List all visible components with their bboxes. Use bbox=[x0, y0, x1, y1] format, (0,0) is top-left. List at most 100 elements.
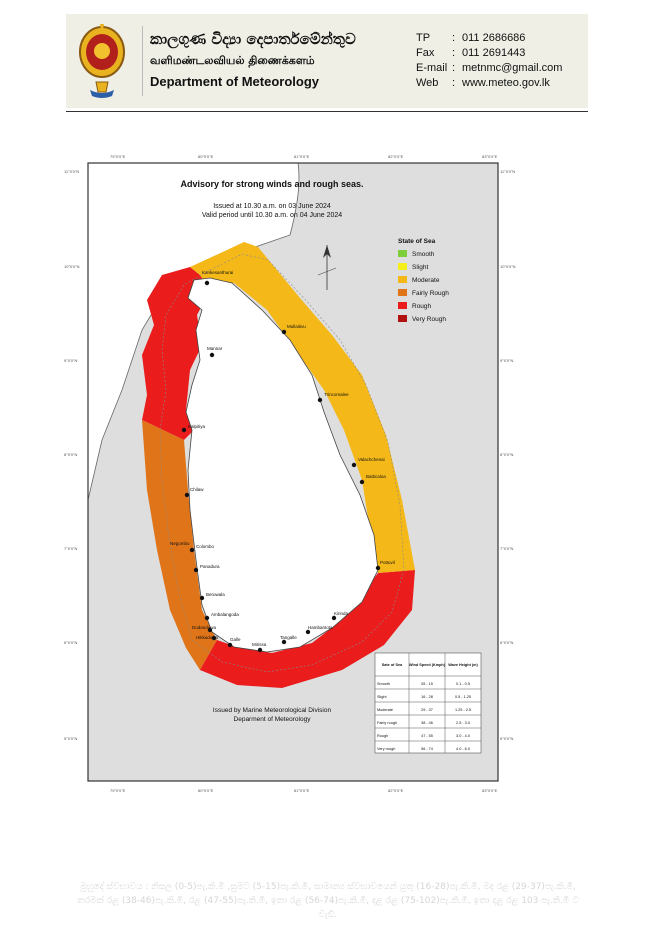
place-marker bbox=[207, 627, 213, 633]
lon-tick-label: 80°0'0"E bbox=[198, 788, 214, 793]
table-cell: 1.25 - 2.5 bbox=[455, 708, 471, 712]
north-arrow-icon bbox=[317, 245, 337, 290]
contact-label: Web bbox=[416, 77, 439, 89]
contact-separator: : bbox=[452, 62, 456, 74]
letterhead: කාලගුණ විද්‍යා දෙපාර්තමේන්තුව வளிமண்டலவி… bbox=[66, 14, 588, 108]
place-marker bbox=[331, 615, 337, 621]
national-emblem-icon bbox=[79, 24, 125, 98]
place-label: Chilaw bbox=[190, 487, 204, 492]
table-cell: 4.0 - 6.0 bbox=[456, 747, 470, 751]
table-cell: 47 - 55 bbox=[421, 734, 433, 738]
contact-web: Web: www.meteo.gov.lk bbox=[416, 77, 562, 92]
place-label: Pottuvil bbox=[380, 560, 395, 565]
lat-tick-label: 6°0'0"N bbox=[64, 640, 77, 645]
longitude-ticks-top: 79°0'0"E 80°0'0"E 81°0'0"E 82°0'0"E 83°0… bbox=[110, 154, 498, 159]
place-marker bbox=[199, 595, 205, 601]
contact-phone: TP:011 2686686 bbox=[416, 32, 562, 47]
issued-by-line-2: Deparment of Meteorology bbox=[234, 716, 312, 723]
legend-title: State of Sea bbox=[398, 238, 436, 245]
legend-label: Slight bbox=[412, 264, 428, 271]
map-canvas: 79°0'0"E 80°0'0"E 81°0'0"E 82°0'0"E 83°0… bbox=[62, 150, 522, 800]
contact-value: 011 2691443 bbox=[462, 47, 526, 59]
valid-line: Valid period until 10.30 a.m. on 04 June… bbox=[202, 212, 342, 219]
contact-value: metnmc@gmail.com bbox=[462, 62, 563, 74]
department-name-tamil: வளிமண்டலவியல் திணைக்களம் bbox=[150, 54, 315, 67]
contact-value: www.meteo.gov.lk bbox=[462, 77, 550, 89]
lon-tick-label: 81°0'0"E bbox=[294, 788, 310, 793]
table-cell: 38 - 46 bbox=[421, 721, 433, 725]
legend-label: Smooth bbox=[412, 251, 435, 258]
table-cell: Rough bbox=[377, 734, 388, 738]
coastal-boundary-line bbox=[159, 253, 405, 673]
contact-label: TP bbox=[416, 32, 431, 44]
table-header: Sate of Sea bbox=[382, 663, 403, 667]
contact-value: 011 2686686 bbox=[462, 32, 526, 44]
place-label: Ambalangoda bbox=[211, 612, 239, 617]
lon-tick-label: 82°0'0"E bbox=[388, 788, 404, 793]
place-label: Dodanduwa bbox=[192, 625, 217, 630]
issued-by-line-1: Issued by Marine Meteorological Division bbox=[213, 707, 332, 714]
lat-tick-label: 5°0'0"N bbox=[500, 736, 513, 741]
table-cell: Moderate bbox=[377, 708, 393, 712]
sea-state-legend: State of Sea Smooth Slight Moderate Fair… bbox=[398, 238, 449, 323]
contact-email: E-mail: metnmc@gmail.com bbox=[416, 62, 562, 77]
lon-tick-label: 83°0'0"E bbox=[482, 154, 498, 159]
table-cell: 2.5 - 3.0 bbox=[456, 721, 470, 725]
issued-line: Issued at 10.30 a.m. on 03 June 2024 bbox=[213, 203, 331, 210]
place-marker bbox=[317, 397, 323, 403]
place-marker bbox=[184, 492, 190, 498]
lat-tick-label: 11°0'0"N bbox=[64, 169, 79, 174]
table-cell: 29 - 37 bbox=[421, 708, 433, 712]
table-cell: 0.5 - 1.25 bbox=[455, 695, 471, 699]
coastal-places: Kankesanthurai Mullaitivu Mannar Trincom… bbox=[170, 270, 395, 653]
place-marker bbox=[281, 639, 287, 645]
lon-tick-label: 79°0'0"E bbox=[110, 154, 126, 159]
place-marker bbox=[209, 352, 215, 358]
contact-label: E-mail bbox=[416, 62, 448, 74]
legend-swatch-slight bbox=[398, 263, 407, 270]
sea-state-map: 79°0'0"E 80°0'0"E 81°0'0"E 82°0'0"E 83°0… bbox=[62, 150, 522, 800]
contact-separator: : bbox=[452, 47, 456, 59]
place-label: Batticaloa bbox=[366, 474, 386, 479]
place-label: Negombo bbox=[170, 541, 190, 546]
place-marker bbox=[257, 647, 263, 653]
lat-tick-label: 10°0'0"N bbox=[500, 264, 516, 269]
place-label: Tangalle bbox=[280, 635, 297, 640]
place-marker bbox=[227, 642, 233, 648]
table-header: Wave Height (m) bbox=[448, 663, 478, 667]
lon-tick-label: 81°0'0"E bbox=[294, 154, 310, 159]
contact-fax: Fax:011 2691443 bbox=[416, 47, 562, 62]
legend-label: Very Rough bbox=[412, 316, 446, 323]
place-label: Trincomalee bbox=[324, 392, 349, 397]
lat-tick-label: 7°0'0"N bbox=[64, 546, 77, 551]
table-cell: 16 - 28 bbox=[421, 695, 433, 699]
header-rule bbox=[66, 111, 588, 112]
map-frame bbox=[87, 162, 499, 782]
table-cell: Slight bbox=[377, 695, 387, 699]
place-marker bbox=[351, 462, 357, 468]
place-marker bbox=[281, 329, 287, 335]
contact-separator: : bbox=[452, 77, 456, 89]
table-cell: 56 - 74 bbox=[421, 747, 433, 751]
place-label: Panadura bbox=[200, 564, 220, 569]
zone-fairly-rough-west bbox=[142, 420, 217, 670]
place-marker bbox=[193, 567, 199, 573]
table-cell: Very rough bbox=[377, 747, 395, 751]
sinhala-footer-note: මුහුදේ ස්වභාවය : නිසල (0-5)පැ.කි.මී ,සුම… bbox=[77, 882, 579, 920]
header-divider bbox=[142, 26, 143, 96]
lat-tick-label: 8°0'0"N bbox=[500, 452, 513, 457]
legend-swatch-smooth bbox=[398, 250, 407, 257]
contact-label: Fax bbox=[416, 47, 435, 59]
longitude-ticks-bottom: 79°0'0"E 80°0'0"E 81°0'0"E 82°0'0"E 83°0… bbox=[110, 788, 498, 793]
lat-tick-label: 7°0'0"N bbox=[500, 546, 513, 551]
table-cell: Smooth bbox=[377, 682, 390, 686]
lat-tick-label: 9°0'0"N bbox=[500, 358, 513, 363]
lat-tick-label: 5°0'0"N bbox=[64, 736, 77, 741]
sea-state-table: Sate of Sea Wind Speed (Kmph) Wave Heigh… bbox=[374, 652, 482, 754]
legend-label: Fairly Rough bbox=[412, 290, 449, 297]
place-label: Colombo bbox=[196, 544, 215, 549]
place-marker bbox=[305, 629, 311, 635]
place-label: Kankesanthurai bbox=[202, 270, 233, 275]
place-marker bbox=[375, 565, 381, 571]
lat-tick-label: 10°0'0"N bbox=[64, 264, 80, 269]
